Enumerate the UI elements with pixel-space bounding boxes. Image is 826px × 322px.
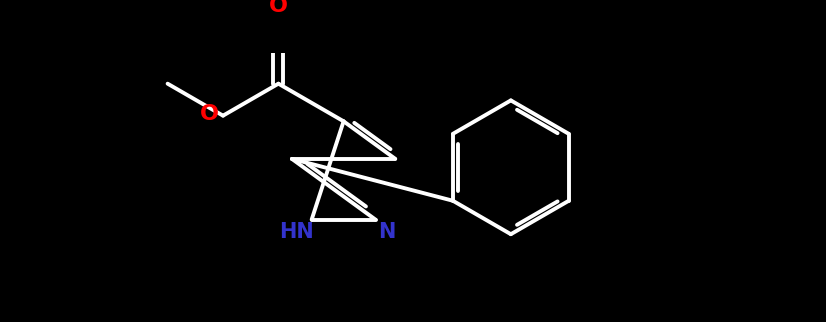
Text: O: O <box>200 104 219 124</box>
Text: N: N <box>378 222 396 242</box>
Text: O: O <box>269 0 288 16</box>
Text: HN: HN <box>279 222 314 242</box>
